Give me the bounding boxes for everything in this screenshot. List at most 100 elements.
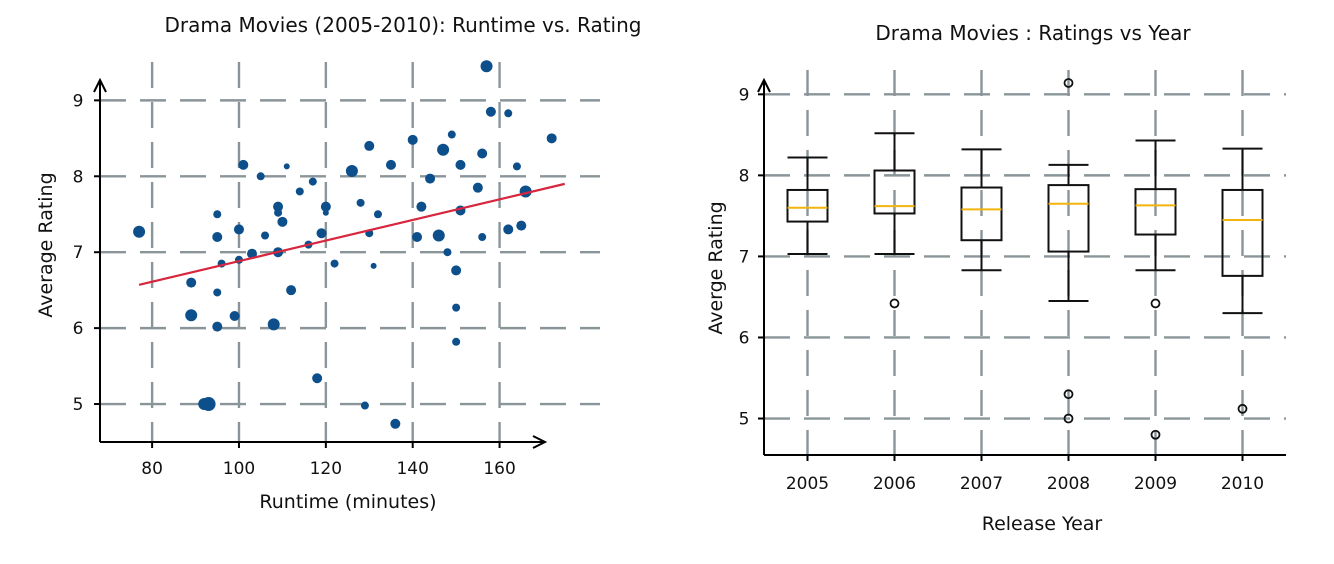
scatter-point-58: [485, 106, 496, 117]
scatter-point-38: [373, 210, 382, 219]
boxplot-x-tick-2008: 2008: [1047, 474, 1090, 494]
scatter-point-57: [480, 60, 493, 73]
scatter-y-tick-7: 7: [73, 243, 84, 263]
scatter-point-8: [212, 321, 223, 332]
scatter-point-4: [198, 398, 211, 411]
scatter-point-1: [186, 277, 197, 288]
scatter-point-33: [356, 198, 365, 207]
scatter-y-ticks: 5 6 7 8 9: [73, 91, 100, 415]
scatter-x-tick-80: 80: [141, 459, 163, 479]
scatter-point-24: [295, 187, 304, 196]
boxplot-gridlines: [764, 70, 1286, 455]
scatter-point-14: [247, 248, 258, 259]
scatter-point-51: [452, 337, 461, 346]
scatter-point-17: [267, 318, 280, 331]
scatter-point-53: [455, 159, 466, 170]
scatter-point-44: [425, 173, 436, 184]
scatter-point-23: [286, 285, 297, 296]
scatter-title: Drama Movies (2005-2010): Runtime vs. Ra…: [164, 13, 641, 37]
scatter-axes: [93, 77, 548, 449]
scatter-point-26: [308, 177, 317, 186]
scatter-point-20: [274, 208, 283, 217]
scatter-point-28: [316, 228, 327, 239]
boxplot-title: Drama Movies : Ratings vs Year: [875, 21, 1191, 45]
boxplot-y-ticks: 5 6 7 8 9: [739, 85, 764, 430]
scatter-point-2: [185, 309, 198, 322]
scatter-y-tick-8: 8: [73, 167, 84, 187]
scatter-point-22: [283, 163, 290, 170]
scatter-point-29: [320, 201, 331, 212]
scatter-point-50: [452, 303, 461, 312]
boxplot-y-tick-5: 5: [739, 410, 750, 430]
boxplot-y-tick-7: 7: [739, 247, 750, 267]
scatter-point-11: [233, 224, 244, 235]
scatter-point-46: [437, 143, 450, 156]
boxplot-y-tick-9: 9: [739, 85, 750, 105]
boxplot-axes: [757, 77, 1286, 456]
boxplot-x-tick-2010: 2010: [1221, 474, 1264, 494]
scatter-chart: Drama Movies (2005-2010): Runtime vs. Ra…: [35, 13, 642, 513]
scatter-trend-line: [138, 182, 565, 286]
scatter-x-axis-arrow: [532, 435, 548, 449]
scatter-gridlines: [100, 62, 600, 442]
scatter-point-31: [330, 259, 339, 268]
scatter-point-34: [360, 401, 369, 410]
box-2009: [1134, 139, 1177, 440]
box-2005-iqr: [786, 188, 829, 223]
boxplot-y-axis-arrow: [757, 77, 771, 93]
scatter-points: [133, 60, 557, 429]
scatter-point-15: [256, 172, 265, 181]
box-2008-flier-1: [1063, 389, 1074, 400]
scatter-y-tick-6: 6: [73, 319, 84, 339]
boxplot-y-label: Averge Rating: [705, 201, 727, 334]
scatter-x-tick-120: 120: [310, 459, 342, 479]
box-2006-flier-0: [889, 298, 900, 309]
scatter-point-43: [416, 201, 427, 212]
scatter-point-36: [364, 140, 375, 151]
box-2010-flier-0: [1237, 403, 1248, 414]
scatter-point-41: [407, 134, 418, 145]
box-2010-iqr: [1221, 188, 1264, 277]
scatter-point-0: [133, 225, 146, 238]
scatter-point-39: [385, 159, 396, 170]
box-2008-flier-2: [1063, 413, 1074, 424]
boxplot-boxes: [786, 78, 1264, 440]
scatter-point-64: [546, 133, 557, 144]
scatter-point-61: [512, 162, 521, 171]
box-2006: [873, 132, 916, 309]
scatter-y-tick-9: 9: [73, 91, 84, 111]
scatter-point-21: [277, 216, 288, 227]
scatter-point-16: [261, 231, 270, 240]
scatter-point-62: [516, 220, 527, 231]
boxplot-x-label: Release Year: [982, 513, 1103, 535]
boxplot-y-tick-8: 8: [739, 166, 750, 186]
scatter-point-47: [443, 248, 452, 257]
box-2009-iqr: [1134, 188, 1177, 236]
boxplot-x-ticks: 2005 2006 2007 2008 2009 2010: [786, 455, 1264, 494]
scatter-point-5: [212, 232, 223, 243]
scatter-y-tick-5: 5: [73, 395, 84, 415]
scatter-point-42: [412, 232, 423, 243]
scatter-x-tick-140: 140: [396, 459, 428, 479]
scatter-point-32: [345, 164, 358, 177]
scatter-x-ticks: 80 100 120 140 160: [141, 442, 516, 479]
scatter-point-60: [504, 109, 513, 118]
scatter-point-13: [238, 159, 249, 170]
scatter-point-37: [370, 262, 377, 269]
boxplot-x-tick-2006: 2006: [873, 474, 916, 494]
box-2009-flier-1: [1150, 429, 1161, 440]
boxplot-chart: Drama Movies : Ratings vs Year 5 6 7 8 9 200…: [705, 21, 1286, 535]
scatter-point-55: [477, 148, 488, 159]
boxplot-y-tick-6: 6: [739, 328, 750, 348]
box-2006-iqr: [873, 169, 916, 215]
scatter-point-27: [312, 373, 323, 384]
box-2007-iqr: [960, 186, 1003, 242]
scatter-x-tick-100: 100: [223, 459, 255, 479]
scatter-point-6: [213, 210, 222, 219]
scatter-point-59: [503, 224, 514, 235]
scatter-point-48: [447, 130, 456, 139]
scatter-x-tick-160: 160: [483, 459, 515, 479]
scatter-x-label: Runtime (minutes): [259, 491, 436, 513]
box-2010: [1221, 147, 1264, 414]
